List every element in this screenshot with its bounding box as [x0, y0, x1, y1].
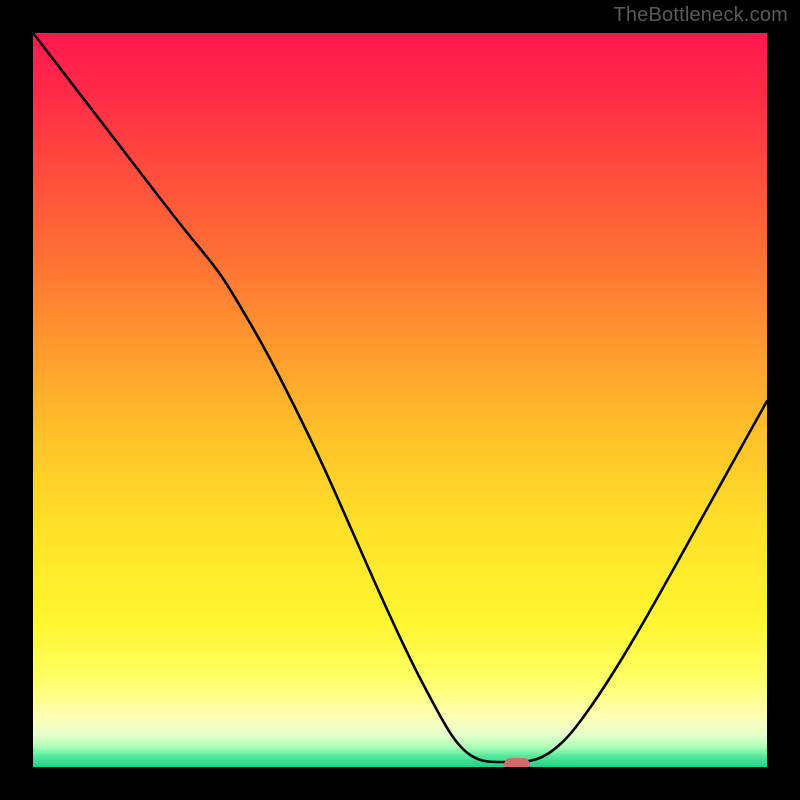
- optimal-marker: [504, 758, 530, 767]
- bottleneck-curve: [33, 33, 767, 767]
- plot-area: [33, 33, 767, 767]
- watermark-text: TheBottleneck.com: [613, 4, 788, 27]
